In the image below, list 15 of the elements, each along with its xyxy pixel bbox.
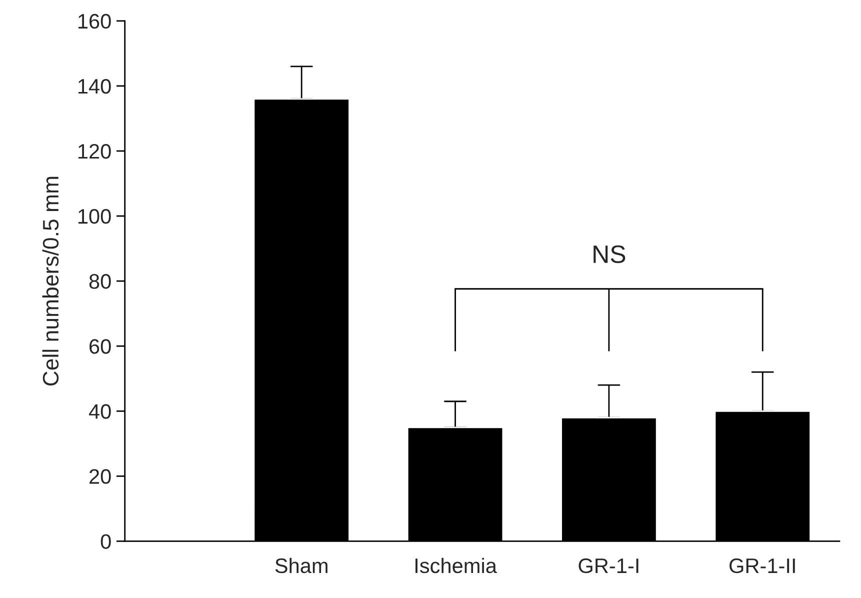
x-tick-label: Ischemia (416, 558, 497, 574)
y-tick-label: 100 (78, 209, 111, 224)
x-tick-label: Sham (275, 558, 328, 574)
y-tick-label: 120 (78, 144, 111, 159)
x-tick-label: GR-1-I (578, 558, 638, 574)
y-tick-label: 140 (78, 78, 111, 94)
y-tick-label: 40 (88, 404, 111, 419)
y-tick-label: 60 (90, 339, 111, 354)
y-axis-title: Cell numbers/0.5 mm (42, 176, 59, 386)
x-tick-label: GR-1-II (730, 558, 795, 574)
y-tick-label: 160 (78, 14, 111, 29)
y-tick-label: 80 (89, 274, 111, 289)
y-tick-label: 0 (100, 534, 111, 549)
annotation: NS (594, 245, 626, 264)
y-tick-label: 20 (90, 469, 111, 484)
